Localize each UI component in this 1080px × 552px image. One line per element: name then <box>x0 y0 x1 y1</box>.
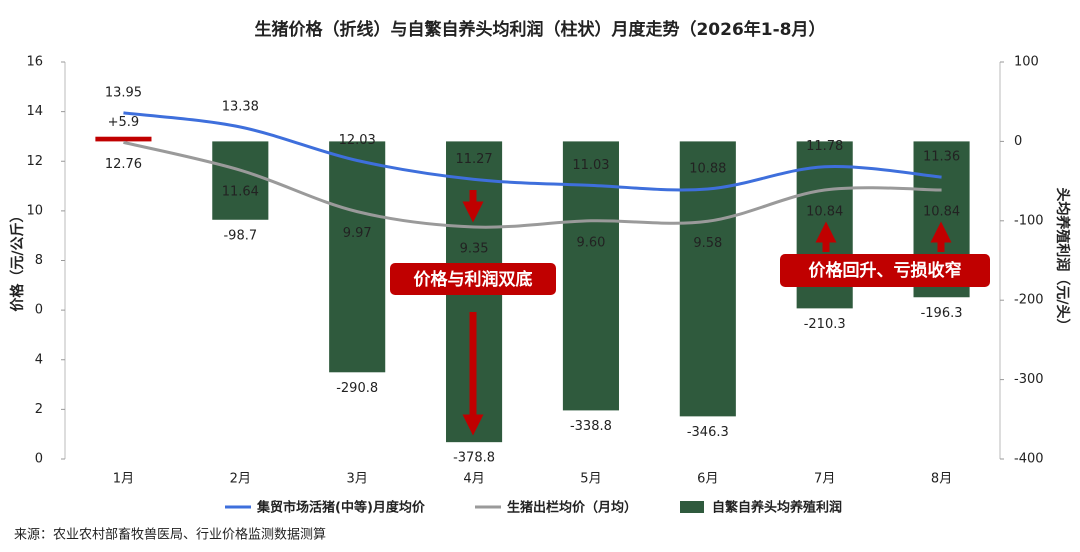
line-value-label: 13.38 <box>222 100 259 115</box>
line-value-label: 13.95 <box>105 85 142 100</box>
bar <box>679 141 736 417</box>
line-value-label: 9.58 <box>693 236 722 251</box>
x-tick-label: 2月 <box>230 472 251 487</box>
y-axis-title: 价格（元/公斤） <box>9 208 26 311</box>
line-value-label: 11.03 <box>572 158 609 173</box>
line-value-label: 12.03 <box>339 133 376 148</box>
line-value-label: 10.88 <box>689 162 726 177</box>
line-value-label: 11.36 <box>923 150 960 165</box>
y2-tick-label: 100 <box>1014 55 1039 70</box>
line-value-label: 9.60 <box>576 235 605 250</box>
bar-value-label: -290.8 <box>336 381 378 396</box>
annotation-box <box>390 263 556 295</box>
line <box>123 140 942 229</box>
chart-title: 生猪价格（折线）与自繁自养头均利润（柱状）月度走势（2026年1-8月） <box>254 19 825 40</box>
y2-tick-label: -100 <box>1014 213 1044 228</box>
line-value-label: 12.76 <box>105 157 142 172</box>
line-value-label: 9.97 <box>343 226 372 241</box>
annotation: 价格与利润双底 <box>414 269 533 290</box>
legend-swatch <box>680 501 704 513</box>
y-tick-label: 0 <box>35 303 43 318</box>
bar-value-label: -210.3 <box>804 317 846 332</box>
line <box>123 111 942 192</box>
bar-value-label: -338.8 <box>570 419 612 434</box>
y-tick-label: 4 <box>35 352 43 367</box>
y-tick-label: 2 <box>35 402 43 417</box>
y2-tick-label: -300 <box>1014 372 1044 387</box>
legend-label: 生猪出栏均价（月均） <box>507 500 637 516</box>
y2-tick-label: -400 <box>1014 452 1044 467</box>
bar-value-label: -346.3 <box>687 425 729 440</box>
bar <box>212 141 269 220</box>
line-value-label: 9.35 <box>460 242 489 257</box>
x-tick-label: 4月 <box>463 472 484 487</box>
legend-label: 自繁自养头均养殖利润 <box>712 500 842 516</box>
bar-value-label: -98.7 <box>223 228 257 243</box>
annotations: 价格与利润双底 价格回升、亏损收窄 <box>390 190 990 436</box>
y-tick-label: 12 <box>26 154 43 169</box>
line-value-label: 10.84 <box>806 205 843 220</box>
line-value-label: 10.84 <box>923 205 960 220</box>
y-tick-label: 8 <box>35 253 43 268</box>
bar-value-label: -378.8 <box>453 451 495 466</box>
legend-label: 集贸市场活猪(中等)月度均价 <box>256 500 426 516</box>
y-tick-label: 0 <box>35 452 43 467</box>
x-tick-label: 7月 <box>814 472 835 487</box>
line-value-label: 11.78 <box>806 139 843 154</box>
bar <box>329 141 386 373</box>
bar-value-label: -196.3 <box>921 306 963 321</box>
source: 来源：农业农村部畜牧兽医局、行业价格监测数据测算 <box>14 527 326 543</box>
y2-tick-label: 0 <box>1014 134 1022 149</box>
x-tick-label: 3月 <box>347 472 368 487</box>
y-tick-label: 16 <box>26 55 43 70</box>
bar <box>95 136 152 142</box>
y-tick-label: 10 <box>26 203 43 218</box>
x-tick-label: 8月 <box>931 472 952 487</box>
line-value-label: 11.64 <box>222 185 259 200</box>
plot-area <box>95 111 970 443</box>
x-tick-label: 1月 <box>113 472 134 487</box>
bar-value-label: +5.9 <box>108 115 140 130</box>
annotation-box <box>780 254 990 287</box>
x-tick-label: 5月 <box>580 472 601 487</box>
y-tick-label: 14 <box>26 104 43 119</box>
line-value-label: 11.27 <box>455 152 492 167</box>
y2-tick-label: -200 <box>1014 293 1044 308</box>
bar <box>562 141 619 411</box>
x-tick-label: 6月 <box>697 472 718 487</box>
y2-axis-title: 头均养殖利润（元/头） <box>1054 187 1071 332</box>
annotation: 价格回升、亏损收窄 <box>809 260 962 281</box>
